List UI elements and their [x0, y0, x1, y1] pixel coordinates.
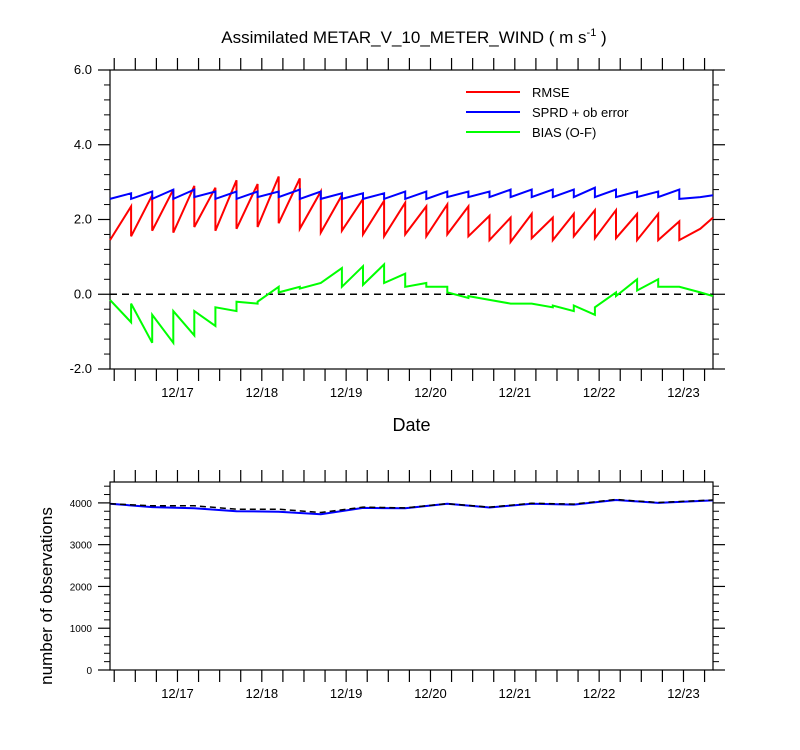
x-tick-label: 12/23 — [667, 385, 700, 400]
series-bias-o-f — [109, 262, 714, 346]
legend-label: RMSE — [532, 85, 570, 100]
y-tick-label: 0 — [86, 666, 92, 677]
y-tick-label: 2.0 — [74, 212, 92, 227]
x-tick-label: 12/22 — [583, 686, 616, 701]
x-tick-label: 12/21 — [499, 385, 532, 400]
plot-frame — [109, 481, 714, 671]
y-tick-label: -2.0 — [70, 361, 92, 376]
x-tick-label: 12/22 — [583, 385, 616, 400]
x-tick-label: 12/17 — [161, 686, 194, 701]
series-possible — [109, 498, 714, 514]
chart-title-end: ) — [596, 28, 606, 47]
x-tick-label: 12/23 — [667, 686, 700, 701]
y-tick-label: 3000 — [70, 541, 93, 552]
x-tick-label: 12/20 — [414, 686, 447, 701]
x-axis-label: Date — [392, 415, 430, 435]
y-tick-label: 2000 — [70, 582, 93, 593]
x-tick-label: 12/19 — [330, 686, 363, 701]
y-axis-label: number of observations — [37, 507, 56, 685]
y-tick-label: 0.0 — [74, 286, 92, 301]
chart-title: Assimilated METAR_V_10_METER_WIND ( m s-… — [221, 27, 606, 47]
x-tick-label: 12/18 — [246, 385, 279, 400]
x-tick-label: 12/17 — [161, 385, 194, 400]
legend-label: BIAS (O-F) — [532, 125, 596, 140]
y-tick-label: 4000 — [70, 499, 93, 510]
x-tick-label: 12/20 — [414, 385, 447, 400]
y-tick-label: 6.0 — [74, 62, 92, 77]
legend-label: SPRD + ob error — [532, 105, 629, 120]
chart-title-main: Assimilated METAR_V_10_METER_WIND ( m s — [221, 28, 586, 47]
x-tick-label: 12/21 — [499, 686, 532, 701]
y-tick-label: 1000 — [70, 624, 93, 635]
series-rmse — [109, 176, 714, 245]
chart-title-sup: -1 — [587, 27, 597, 39]
x-tick-label: 12/19 — [330, 385, 363, 400]
series-sprd-ob-error — [109, 186, 714, 201]
y-tick-label: 4.0 — [74, 137, 92, 152]
top-plot: 12/17 12/18 12/19 12/20 12/21 12/22 12/23 -2.0 0… — [70, 58, 725, 435]
x-tick-label: 12/18 — [246, 686, 279, 701]
bottom-plot: 12/17 12/18 12/19 12/20 12/21 12/22 12/23 0 1000… — [37, 470, 725, 701]
